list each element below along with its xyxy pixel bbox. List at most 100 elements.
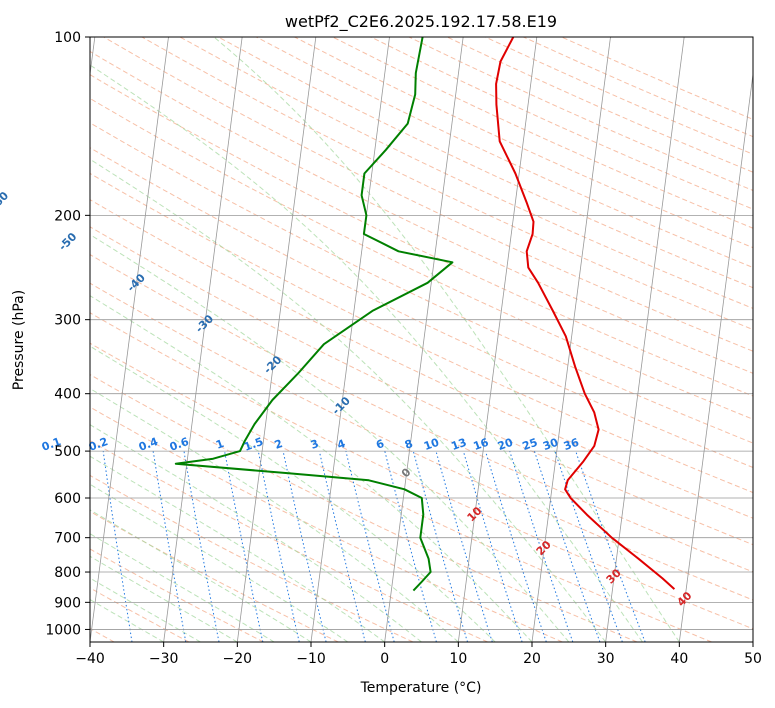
mixing-ratio-line bbox=[318, 450, 366, 642]
plot-frame bbox=[89, 36, 754, 643]
isotherm-line bbox=[678, 71, 753, 642]
y-tick-label: 100 bbox=[54, 30, 81, 46]
dry-adiabat bbox=[90, 406, 563, 642]
moist-adiabat bbox=[90, 64, 643, 642]
moist-adiabat bbox=[90, 455, 385, 642]
x-tick-label: −20 bbox=[223, 651, 253, 667]
mixing-ratio-label: 30 bbox=[541, 436, 560, 454]
x-tick-label: 0 bbox=[380, 651, 389, 667]
series-layer bbox=[174, 37, 676, 592]
mixing-ratio-line bbox=[224, 451, 264, 642]
mixing-ratio-line bbox=[575, 450, 646, 642]
y-tick-label: 400 bbox=[54, 387, 81, 403]
isotherm-line bbox=[90, 37, 169, 642]
chart-title: wetPf2_C2E6.2025.192.17.58.E19 bbox=[285, 12, 557, 32]
y-tick-label: 600 bbox=[54, 491, 81, 507]
y-tick-label: 1000 bbox=[45, 622, 81, 638]
mixing-ratio-line bbox=[533, 450, 601, 642]
dry-adiabat bbox=[90, 587, 190, 642]
mixing-ratio-line bbox=[485, 450, 547, 642]
mixing-ratio-line bbox=[435, 450, 493, 642]
mixing-ratio-label: 10 bbox=[422, 436, 441, 454]
x-axis-label: Temperature (°C) bbox=[360, 680, 482, 696]
isotherm-label: -60 bbox=[0, 189, 11, 212]
isotherm-line bbox=[310, 37, 390, 642]
mixing-ratio-label: 1 bbox=[214, 437, 226, 452]
mixing-ratio-label: 1.5 bbox=[242, 435, 265, 454]
y-tick-label: 500 bbox=[54, 444, 81, 460]
mixing-ratio-line bbox=[412, 450, 468, 642]
isotherm-line bbox=[163, 37, 243, 642]
mixing-ratio-label: 0.2 bbox=[87, 435, 110, 454]
dry-adiabat bbox=[90, 199, 753, 519]
isotherm-line bbox=[605, 37, 685, 642]
dry-adiabat bbox=[90, 440, 488, 642]
isotherm-line bbox=[236, 37, 317, 642]
dry-adiabat bbox=[90, 172, 753, 494]
dry-adiabat bbox=[179, 37, 753, 309]
mixing-ratio-line bbox=[282, 450, 327, 642]
x-tick-label: −10 bbox=[296, 651, 326, 667]
y-tick-label: 800 bbox=[54, 565, 81, 581]
mixing-ratio-label: 8 bbox=[403, 437, 415, 452]
mixing-ratio-line bbox=[509, 450, 574, 642]
x-tick-label: 50 bbox=[744, 651, 762, 667]
isotherm-line bbox=[531, 37, 611, 642]
mixing-ratio-label: 25 bbox=[521, 436, 540, 453]
dry-adiabat bbox=[90, 548, 264, 642]
moist-adiabat bbox=[90, 577, 201, 642]
moist-adiabat bbox=[90, 345, 496, 642]
isotherm-line bbox=[457, 37, 538, 642]
mixing-ratio-label: 20 bbox=[496, 436, 515, 454]
mixing-ratio-line bbox=[462, 450, 523, 642]
x-tick-label: 30 bbox=[597, 651, 615, 667]
moist-adiabat bbox=[90, 598, 164, 642]
moist-adiabat bbox=[90, 533, 275, 642]
mixing-ratio-label: 16 bbox=[472, 436, 491, 454]
y-tick-label: 700 bbox=[54, 531, 81, 547]
temperature-profile bbox=[495, 37, 676, 590]
dry-adiabat bbox=[90, 226, 753, 546]
moist-adiabat bbox=[213, 37, 680, 642]
mixing-ratio-label: 3 bbox=[309, 437, 321, 452]
x-tick-label: 40 bbox=[670, 651, 688, 667]
y-tick-label: 200 bbox=[54, 208, 81, 224]
mixing-ratio-label: 36 bbox=[562, 436, 581, 454]
x-tick-label: −30 bbox=[149, 651, 179, 667]
y-tick-label: 300 bbox=[54, 313, 81, 329]
isotherm-line bbox=[384, 37, 464, 642]
dry-adiabat bbox=[90, 374, 638, 642]
y-axis-label: Pressure (hPa) bbox=[11, 290, 27, 390]
y-axis: 100 200 300 400 500 600 700 800 900 1000 bbox=[45, 30, 90, 638]
mixing-ratio-line bbox=[384, 450, 437, 642]
mixing-ratio-label: 0.4 bbox=[137, 435, 160, 454]
moist-adiabat bbox=[90, 387, 459, 642]
dry-adiabat bbox=[103, 37, 753, 352]
moist-adiabat bbox=[90, 295, 533, 642]
moist-adiabat bbox=[90, 233, 570, 642]
moist-adiabat bbox=[90, 424, 422, 642]
background-lines bbox=[90, 37, 753, 642]
dry-adiabat bbox=[141, 37, 753, 331]
moist-adiabat bbox=[90, 555, 238, 642]
dewpoint-profile bbox=[174, 37, 454, 592]
moist-adiabat bbox=[90, 483, 349, 642]
y-tick-label: 900 bbox=[54, 595, 81, 611]
dry-adiabat bbox=[90, 282, 753, 601]
mixing-ratio-label: 2 bbox=[273, 437, 285, 452]
x-tick-label: −40 bbox=[75, 651, 105, 667]
dry-adiabat bbox=[217, 37, 753, 289]
mixing-ratio-label: 4 bbox=[335, 437, 347, 452]
mixing-ratio-label: 0.6 bbox=[168, 435, 191, 454]
mixing-ratio-label: 13 bbox=[449, 436, 468, 453]
dry-adiabat bbox=[90, 147, 753, 468]
mixing-ratio-label: 0.1 bbox=[40, 435, 63, 454]
mixing-ratio-line bbox=[257, 451, 300, 642]
x-axis: −40 −30 −20 −10 0 10 20 30 40 50 bbox=[75, 642, 762, 667]
mixing-ratio-label: 6 bbox=[374, 437, 386, 452]
dry-adiabat bbox=[90, 312, 753, 630]
x-tick-label: 20 bbox=[523, 651, 541, 667]
x-tick-label: 10 bbox=[449, 651, 467, 667]
